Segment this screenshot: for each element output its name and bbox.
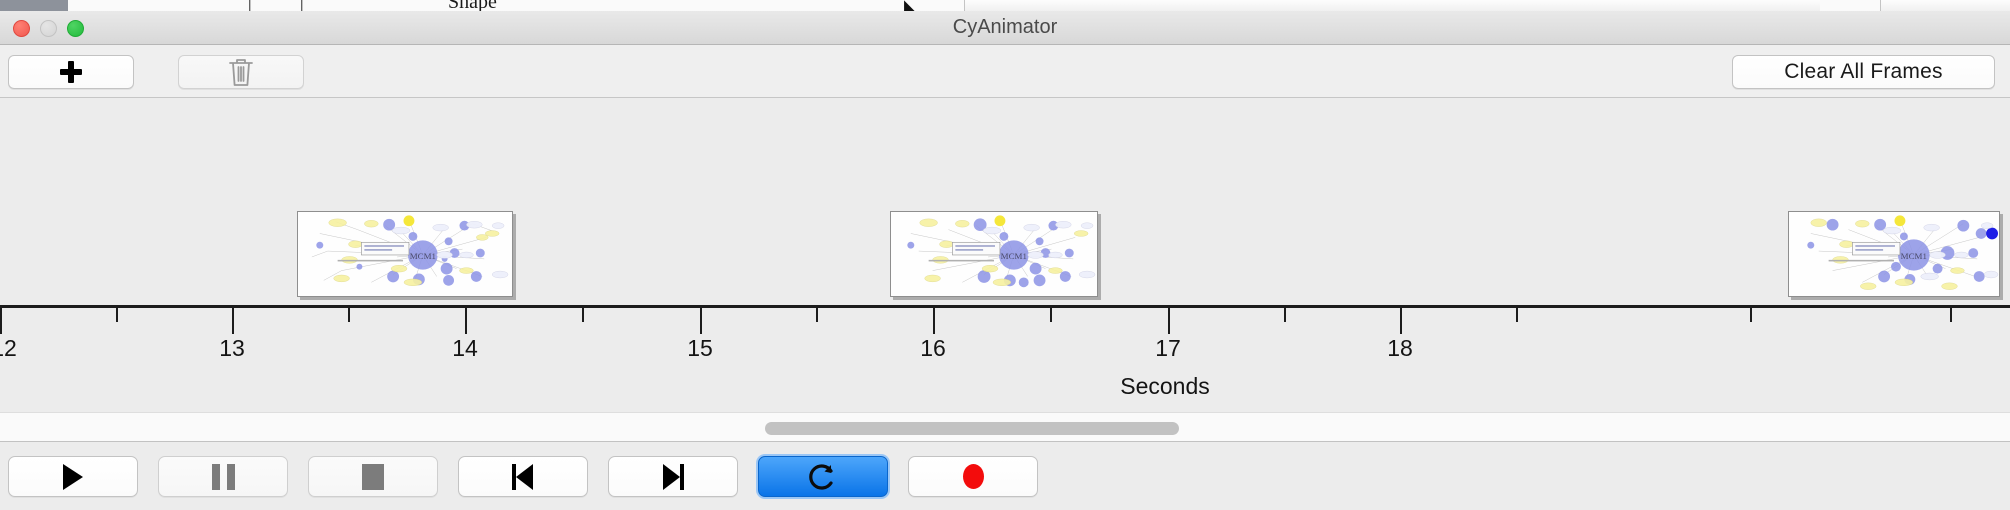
title-bar[interactable]: CyAnimator [0,11,2010,45]
axis-tick-major [700,308,702,334]
skip-back-button[interactable] [458,456,588,497]
transport-bar: Animation Speed: [0,443,2010,510]
svg-text:MCM1: MCM1 [410,251,436,261]
axis-caption: Seconds [0,373,2010,400]
bg-glyph: | [300,0,304,12]
stop-icon [362,463,384,490]
bg-tab [68,0,179,11]
bg-glyph: ◣ [904,0,918,12]
loop-icon [809,463,833,490]
stop-button[interactable] [308,456,438,497]
skip-forward-button[interactable] [608,456,738,497]
maximize-button[interactable] [67,20,84,37]
page-title: CyAnimator [952,16,1058,38]
toolbar: Clear All Frames [0,45,2010,98]
horizontal-scrollbar[interactable] [0,412,2010,442]
network-graph-thumbnail: MCM1 [1789,212,1999,296]
bg-glyph: | [248,0,252,12]
bg-tab [308,0,367,11]
axis-tick-major [933,308,935,334]
bg-tab [178,0,237,11]
axis-line [0,305,2010,308]
minimize-button[interactable] [40,20,57,37]
axis-tick-label: 17 [1155,335,1181,361]
network-graph-thumbnail: MCM1 [891,212,1097,296]
frame-thumbnail[interactable]: MCM1 [1788,211,2000,297]
clear-all-frames-label: Clear All Frames [1784,60,1943,83]
axis-tick-major [1400,308,1402,334]
axis-tick-minor [582,308,584,322]
background-window-label: Shape [448,0,497,12]
close-button[interactable] [13,20,30,37]
play-button[interactable] [8,456,138,497]
delete-frame-button[interactable] [178,55,304,89]
axis-tick-label: 15 [687,335,713,361]
frame-thumbnail[interactable]: MCM1 [297,211,513,297]
frame-track[interactable]: MCM1 [0,98,2010,305]
bg-tab-selected [0,0,69,11]
skip-back-icon [510,463,536,490]
network-graph-thumbnail: MCM1 [298,212,512,296]
axis-tick-major [465,308,467,334]
svg-text:MCM1: MCM1 [1001,251,1027,261]
axis-tick-major [232,308,234,334]
axis-caption-text: Seconds [1120,373,1210,399]
pause-button[interactable] [158,456,288,497]
axis-tick-minor [1050,308,1052,322]
axis-tick-minor [1284,308,1286,322]
axis-tick-minor [1750,308,1752,322]
timeline-axis: 12 13 14 15 16 17 18 Seconds [0,305,2010,410]
axis-tick-label: 18 [1387,335,1413,361]
axis-tick-minor [116,308,118,322]
scrollbar-thumb[interactable] [765,422,1179,435]
bg-tab [236,0,309,11]
axis-tick-label: 14 [452,335,478,361]
clear-all-frames-button[interactable]: Clear All Frames [1732,55,1995,89]
record-icon [962,464,984,489]
axis-tick-major [0,308,2,334]
plus-icon [60,61,82,83]
axis-tick-minor [816,308,818,322]
bg-tab [906,0,965,11]
axis-tick-major [1168,308,1170,334]
add-frame-button[interactable] [8,55,134,89]
svg-text:MCM1: MCM1 [1901,251,1927,261]
trash-icon [229,59,253,86]
axis-tick-minor [348,308,350,322]
bg-tab [1820,0,1881,11]
play-icon [63,463,83,490]
axis-tick-minor [1950,308,1952,322]
axis-tick-minor [1516,308,1518,322]
axis-tick-label: 13 [219,335,245,361]
frame-thumbnail[interactable]: MCM1 [890,211,1098,297]
window-controls [13,20,84,37]
loop-button[interactable] [758,456,888,497]
skip-forward-icon [660,463,686,490]
record-button[interactable] [908,456,1038,497]
pause-icon [211,463,235,490]
axis-tick-label: 12 [0,335,17,361]
axis-tick-label: 16 [920,335,946,361]
